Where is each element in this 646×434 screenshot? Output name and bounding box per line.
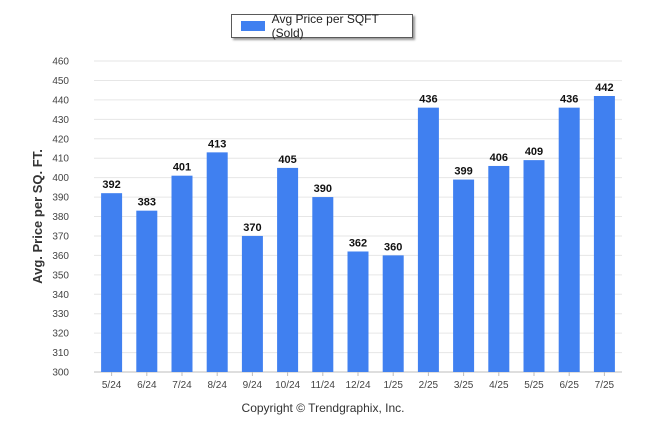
y-tick-label: 360	[52, 251, 69, 262]
x-tick-label: 5/25	[524, 380, 544, 391]
y-tick-label: 330	[52, 309, 69, 320]
bar	[558, 107, 580, 373]
x-tick-label: 12/24	[345, 380, 370, 391]
y-tick-label: 450	[52, 76, 69, 87]
x-tick-label: 7/25	[595, 380, 615, 391]
data-label: 406	[490, 152, 508, 164]
data-label: 390	[314, 183, 332, 195]
y-tick-label: 350	[52, 270, 69, 281]
x-tick-label: 2/25	[419, 380, 439, 391]
y-tick-label: 370	[52, 231, 69, 242]
y-tick-label: 320	[52, 329, 69, 340]
data-label: 370	[243, 222, 261, 234]
bar	[417, 107, 439, 373]
y-tick-label: 410	[52, 154, 69, 165]
y-tick-label: 460	[52, 57, 69, 68]
y-tick-label: 310	[52, 348, 69, 359]
data-label: 413	[208, 138, 226, 150]
x-tick-label: 6/25	[559, 380, 579, 391]
data-label: 436	[419, 94, 437, 106]
y-tick-label: 400	[52, 173, 69, 184]
bar	[453, 179, 475, 372]
data-label: 442	[595, 82, 613, 94]
x-tick-label: 5/24	[102, 380, 122, 391]
bar	[101, 193, 123, 372]
x-tick-label: 10/24	[275, 380, 300, 391]
bar	[277, 167, 299, 372]
bar	[171, 175, 193, 372]
data-label: 360	[384, 241, 402, 253]
bar	[488, 165, 510, 372]
y-tick-label: 390	[52, 193, 69, 204]
x-tick-label: 7/24	[172, 380, 192, 391]
bar	[593, 95, 615, 373]
copyright-text: Copyright © Trendgraphix, Inc.	[241, 401, 405, 415]
bar	[523, 160, 545, 372]
legend-label: Avg Price per SQFT (Sold)	[271, 12, 379, 40]
x-tick-label: 8/24	[207, 380, 227, 391]
data-label: 383	[138, 197, 156, 209]
x-tick-label: 9/24	[243, 380, 263, 391]
x-tick-label: 1/25	[383, 380, 403, 391]
x-tick-label: 4/25	[489, 380, 509, 391]
y-tick-label: 300	[52, 368, 69, 379]
data-label: 436	[560, 94, 578, 106]
x-tick-label: 11/24	[311, 380, 336, 391]
data-label: 392	[102, 179, 120, 191]
y-tick-label: 420	[52, 134, 69, 145]
data-label: 362	[349, 237, 367, 249]
bar	[312, 197, 334, 372]
y-tick-label: 380	[52, 212, 69, 223]
bar	[241, 235, 263, 372]
x-tick-label: 3/25	[454, 380, 474, 391]
bar	[136, 210, 158, 372]
legend-swatch	[241, 21, 265, 31]
y-axis-title: Avg. Price per SQ. FT.	[30, 149, 45, 284]
data-label: 401	[173, 162, 191, 174]
y-tick-label: 430	[52, 115, 69, 126]
data-label: 409	[525, 146, 543, 158]
y-tick-label: 440	[52, 95, 69, 106]
data-label: 399	[454, 166, 472, 178]
bar	[347, 251, 369, 372]
bar	[382, 255, 404, 372]
y-tick-label: 340	[52, 290, 69, 301]
data-label: 405	[278, 154, 296, 166]
x-tick-label: 6/24	[137, 380, 157, 391]
bar	[206, 152, 228, 372]
chart-legend: Avg Price per SQFT (Sold)	[231, 12, 413, 40]
